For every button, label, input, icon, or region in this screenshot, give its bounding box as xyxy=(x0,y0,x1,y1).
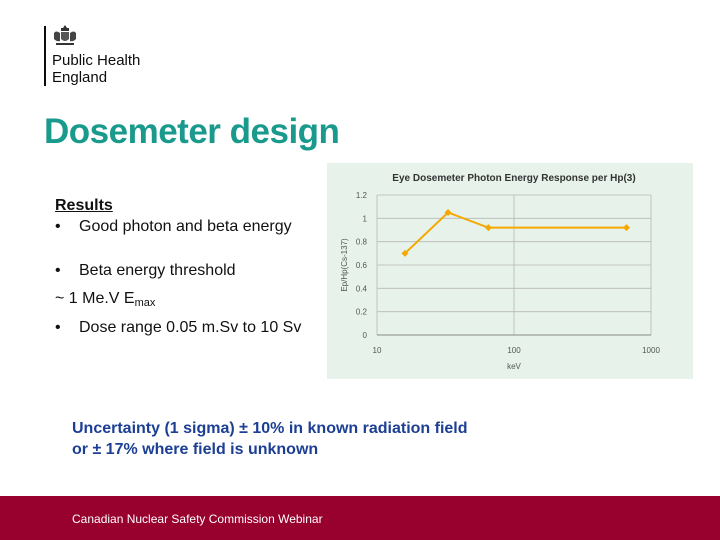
bullet-text: Good photon and beta energy xyxy=(79,218,292,235)
energy-response-chart: Eye Dosemeter Photon Energy Response per… xyxy=(327,163,693,379)
y-axis-label: Ep/Hp(Cs-137) xyxy=(340,238,349,292)
y-tick-label: 0 xyxy=(363,331,368,340)
y-tick-label: 1 xyxy=(363,214,368,223)
y-tick-label: 1.2 xyxy=(356,191,368,200)
x-tick-label: 100 xyxy=(507,346,521,355)
bullet-dot: • xyxy=(55,218,61,235)
series-line xyxy=(404,211,627,255)
chart-title: Eye Dosemeter Photon Energy Response per… xyxy=(392,173,635,184)
footer-text: Canadian Nuclear Safety Commission Webin… xyxy=(72,512,323,526)
footer-bar: Canadian Nuclear Safety Commission Webin… xyxy=(0,496,720,540)
data-point xyxy=(401,249,409,257)
y-tick-label: 0.6 xyxy=(356,261,368,270)
chart-svg: Eye Dosemeter Photon Energy Response per… xyxy=(340,173,660,371)
org-line1: Public Health xyxy=(52,52,141,69)
data-point xyxy=(484,224,492,232)
royal-coat-of-arms-icon xyxy=(54,25,76,45)
bullet-beta-threshold: • Beta energy threshold xyxy=(55,262,236,280)
bullet-text: Dose range 0.05 m.Sv to 10 Sv xyxy=(79,319,302,336)
uncertainty-line2: or ± 17% where field is unknown xyxy=(72,441,319,458)
threshold-value: ~ 1 Me.V Emax xyxy=(55,290,155,309)
results-block: Results xyxy=(55,197,113,215)
uncertainty-note: Uncertainty (1 sigma) ± 10% in known rad… xyxy=(72,418,468,460)
bullet-dose-range: • Dose range 0.05 m.Sv to 10 Sv xyxy=(55,319,301,337)
x-tick-label: 1000 xyxy=(642,346,660,355)
bullet-text: Beta energy threshold xyxy=(79,262,236,279)
threshold-subscript: max xyxy=(134,297,156,309)
results-heading: Results xyxy=(55,197,113,214)
slide-title: Dosemeter design xyxy=(44,112,340,151)
y-tick-label: 0.2 xyxy=(356,308,368,317)
x-tick-label: 10 xyxy=(373,346,382,355)
org-line2: England xyxy=(52,69,108,86)
data-point xyxy=(622,224,630,232)
y-tick-label: 0.4 xyxy=(356,284,368,293)
threshold-text: ~ 1 Me.V E xyxy=(55,290,135,307)
y-tick-label: 0.8 xyxy=(356,238,368,247)
bullet-dot: • xyxy=(55,262,61,279)
logo-divider xyxy=(44,26,46,86)
bullet-dot: • xyxy=(55,319,61,336)
phe-logo: Public Health England xyxy=(44,24,174,90)
data-point xyxy=(444,209,452,216)
x-axis-label: keV xyxy=(507,362,521,371)
uncertainty-line1: Uncertainty (1 sigma) ± 10% in known rad… xyxy=(72,420,468,437)
organisation-name: Public Health England xyxy=(52,52,140,86)
bullet-photon-beta: • Good photon and beta energy xyxy=(55,218,292,236)
